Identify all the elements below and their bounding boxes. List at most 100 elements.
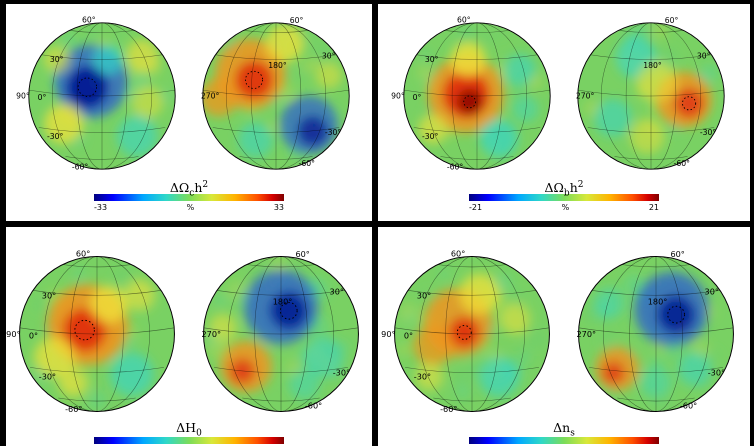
extremum-contour <box>456 325 472 340</box>
colorbar <box>469 437 659 446</box>
panel-delta-omega-b: 60° 30° 0° -30° -60° 90° 60° 30° 180° 270° -30° -60… <box>378 4 750 221</box>
graticule <box>29 23 175 169</box>
extremum-contour <box>682 96 697 111</box>
sphere-limb <box>203 256 359 412</box>
graticule <box>404 23 550 169</box>
graticule-label: 270° <box>576 92 595 101</box>
graticule-label: -60° <box>680 400 697 410</box>
colorbar-gradient <box>94 194 284 201</box>
heatmap-blobs <box>32 266 156 410</box>
sphere-clip-group <box>578 256 734 412</box>
colorbar-max-label: 33 <box>273 203 284 212</box>
graticule-label: 30° <box>417 290 431 300</box>
panel-title-part: 2 <box>202 180 209 190</box>
colorbar-units-label: % <box>186 203 195 212</box>
graticule-label: 180° <box>643 61 662 70</box>
graticule-label: 90° <box>391 92 405 101</box>
graticule-label: 90° <box>381 329 395 339</box>
graticule <box>578 256 734 412</box>
panel-title-part: h <box>569 180 578 196</box>
colorbar-labels: -21 % 21 <box>469 203 659 213</box>
panel-title-part: s <box>570 428 575 439</box>
sphere-limb <box>202 22 350 170</box>
graticule-label: 0° <box>404 331 413 341</box>
sphere-limb <box>28 22 176 170</box>
graticule-label: 60° <box>290 16 304 25</box>
graticule <box>19 256 175 412</box>
sky-sphere-right: 60° 30° 180° 270° -30° -60° <box>201 16 350 170</box>
graticule-label: -60° <box>299 159 316 168</box>
graticule-label: -60° <box>65 404 82 414</box>
graticule <box>203 256 359 412</box>
sky-map-pair: 60° 30° 0° -30° -60° 90° 60° 30° 180° 270° -30° -60… <box>6 10 372 182</box>
colorbar: -33 % 33 <box>94 194 284 213</box>
graticule-label: 60° <box>82 15 96 24</box>
heatmap-blobs <box>43 29 173 157</box>
graticule-label: 60° <box>670 249 684 259</box>
colorbar-min-label: -33 <box>94 203 108 212</box>
graticule-label: 60° <box>451 248 465 258</box>
graticule-label: -60° <box>674 159 691 168</box>
panel-delta-ns: 60° 30° 0° -30° -60° 90° 60° 30° 180° 270° -30° -60… <box>378 227 750 446</box>
sphere-limb <box>19 256 175 412</box>
graticule-label: 270° <box>202 329 222 339</box>
graticule-label: 30° <box>50 55 64 64</box>
panel-title: ΔH0 <box>6 421 372 439</box>
sphere-clip-group <box>404 23 550 169</box>
panel-title-part: Δn <box>553 420 571 435</box>
graticule-label: 30° <box>330 286 344 296</box>
colorbar-gradient <box>469 437 659 444</box>
graticule-label: 30° <box>322 51 336 60</box>
panel-title: ΔΩbh2 <box>378 178 750 199</box>
sky-sphere-left: 60° 30° 0° -30° -60° 90° <box>381 248 550 414</box>
sphere-clip-group <box>203 256 359 412</box>
sphere-clip-group <box>19 256 175 412</box>
graticule-label: -30° <box>708 368 725 378</box>
graticule-label: 180° <box>273 296 293 306</box>
graticule-label: -60° <box>440 404 457 414</box>
panel-delta-omega-c: 60° 30° 0° -30° -60° 90° 60° 30° 180° 270° -30° -60… <box>6 4 372 221</box>
graticule-label: 30° <box>425 55 439 64</box>
graticule-label: -60° <box>305 400 322 410</box>
sphere-limb <box>394 256 550 412</box>
sphere-clip-group <box>203 23 349 169</box>
panel-title-part: 0 <box>196 428 202 439</box>
panel-title-part: h <box>194 180 203 196</box>
sky-map-pair: 60° 30° 0° -30° -60° 90° 60° 30° 180° 270° -30° -60… <box>378 10 750 182</box>
graticule-label: 180° <box>268 61 287 70</box>
sky-sphere-left: 60° 30° 0° -30° -60° 90° <box>6 248 175 414</box>
graticule-label: -30° <box>325 128 342 137</box>
heatmap-blobs <box>583 23 720 154</box>
panel-delta-h0: 60° 30° 0° -30° -60° 90° 60° 30° 180° 270° -30° -60… <box>6 227 372 446</box>
graticule-label: 30° <box>697 51 711 60</box>
panel-title: Δns <box>378 420 750 439</box>
colorbar-labels: -33 % 33 <box>94 203 284 213</box>
graticule-label: 30° <box>705 286 719 296</box>
heatmap-blobs <box>203 24 342 165</box>
graticule-label: -30° <box>700 128 717 137</box>
sky-map-pair: 60° 30° 0° -30° -60° 90° 60° 30° 180° 270° -30° -60… <box>378 243 750 425</box>
panel-title-part: ΔΩ <box>169 180 190 196</box>
graticule-label: 30° <box>42 290 56 300</box>
panel-title-part: c <box>189 188 195 199</box>
graticule <box>578 23 724 169</box>
graticule-label: -30° <box>422 132 439 141</box>
graticule <box>394 256 550 412</box>
sky-map-pair: 60° 30° 0° -30° -60° 90° 60° 30° 180° 270° -30° -60… <box>6 243 372 425</box>
graticule-label: 90° <box>6 329 20 339</box>
colorbar: -21 % 21 <box>469 194 659 213</box>
sky-sphere-right: 60° 30° 180° 270° -30° -60° <box>576 16 725 170</box>
graticule-label: -60° <box>447 162 464 171</box>
graticule-label: 270° <box>577 329 597 339</box>
graticule-label: 60° <box>76 248 90 258</box>
sky-sphere-right: 60° 30° 180° 270° -30° -60° <box>202 249 359 412</box>
graticule-label: 60° <box>457 15 471 24</box>
colorbar-gradient <box>94 437 284 444</box>
graticule-label: -30° <box>414 372 431 382</box>
heatmap-blobs <box>206 257 350 400</box>
graticule <box>203 23 349 169</box>
extremum-contour <box>245 70 264 89</box>
extremum-contour <box>667 305 685 324</box>
panel-title-part: b <box>563 188 570 199</box>
